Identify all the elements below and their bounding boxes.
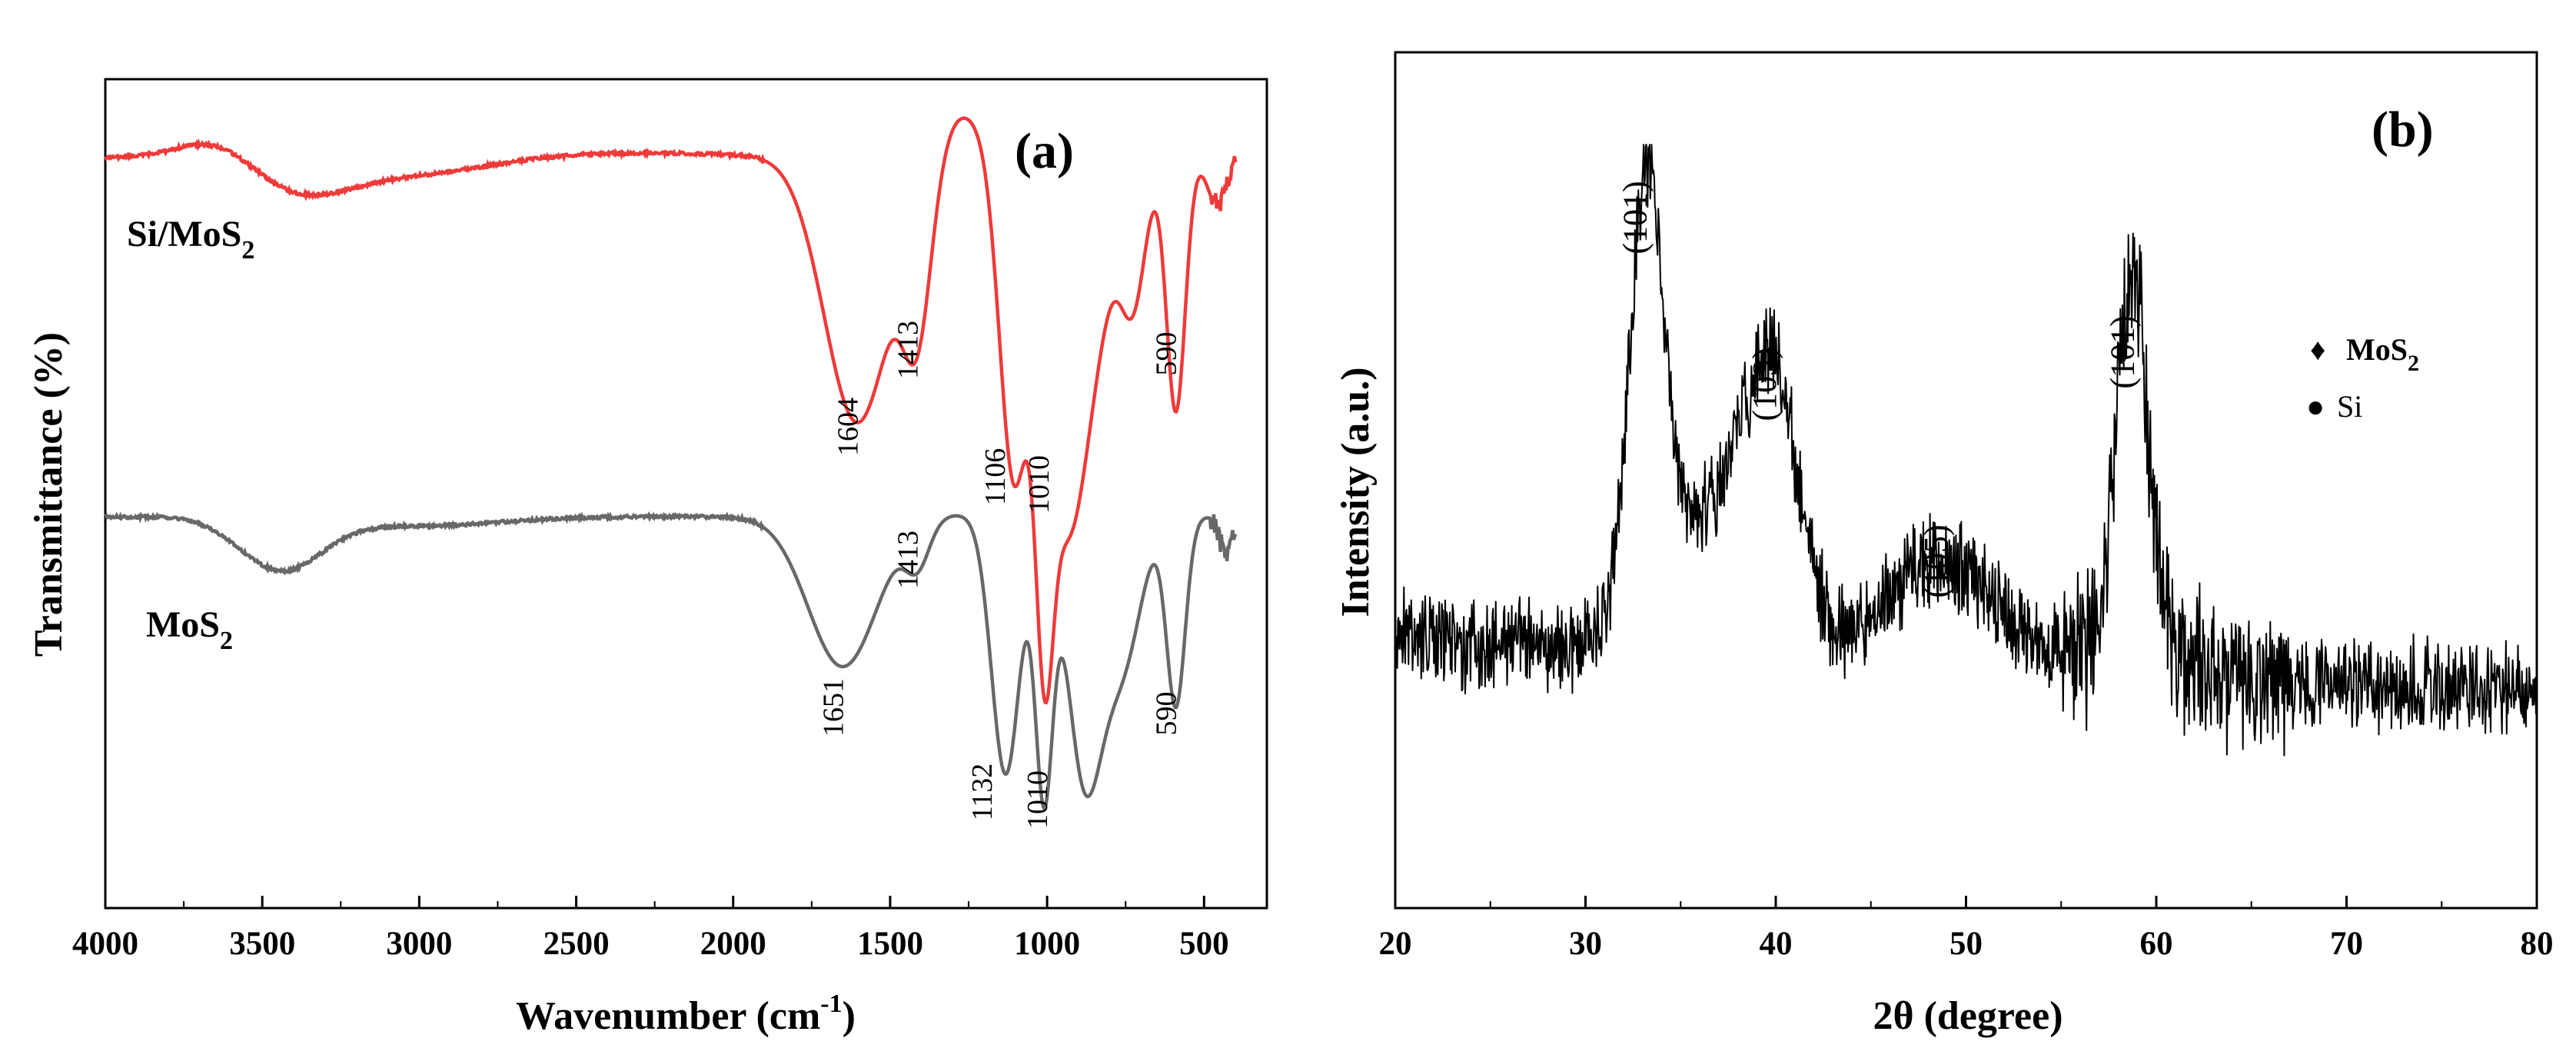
panel-a-series: [104, 116, 1238, 812]
panel-a-x-ticks: 4000 3500 3000 2500 2000 1500 1000 500: [72, 896, 1229, 962]
peak-label: 1106: [979, 448, 1012, 506]
hkl-label: (105): [1917, 524, 1955, 597]
panel-b-x-ticks: 20 30 40 50 60 70 80: [1379, 896, 2554, 962]
series-line-si-mos2: [104, 116, 1238, 705]
series-line-mos2: [104, 511, 1238, 812]
panel-b-x-tick-label: 30: [1569, 926, 1602, 962]
panel-b-label: (b): [2372, 101, 2434, 158]
panel-b-peak-labels: (101) (103) (105) (101): [1617, 181, 2142, 597]
peak-label: 1413: [892, 321, 924, 379]
panel-b-series: [1394, 144, 2538, 757]
peak-label: 1010: [1022, 770, 1054, 829]
circle-marker-icon: ●: [2306, 389, 2325, 424]
peak-label: 1651: [817, 678, 849, 737]
hkl-label: (103): [1746, 348, 1783, 421]
panel-b-x-tick-label: 40: [1760, 926, 1793, 962]
panel-b-x-tick-label: 70: [2330, 926, 2363, 962]
legend-item-si: ● Si: [2306, 389, 2362, 424]
series-label-si-mos2: Si/MoS2: [127, 214, 254, 264]
panel-b-legend: ♦ MoS2 ● Si: [2306, 332, 2419, 424]
hkl-label: (101): [2103, 315, 2141, 388]
panel-a-peak-labels: 1604 1413 1106 1010 590 1651 1413 1132 1010 590: [817, 321, 1182, 829]
panel-b-x-tick-label: 50: [1949, 926, 1983, 962]
panel-a-x-tick-label: 2000: [700, 926, 766, 962]
panel-a-x-tick-label: 2500: [543, 926, 610, 962]
peak-label: 1132: [966, 764, 999, 821]
panel-a-plot-frame: [104, 78, 1268, 910]
panel-a-y-axis-title: Transmittance (%): [27, 332, 71, 657]
peak-label: 590: [1151, 692, 1183, 736]
panel-b-x-axis-title: 2θ (degree): [1873, 994, 2062, 1038]
panel-a-x-tick-label: 1500: [857, 926, 923, 962]
peak-label: 1604: [832, 398, 864, 456]
panel-b: 20 30 40 50 60 70 80 (101)(103)(105)(101) (b) …: [1334, 51, 2554, 1038]
series-line-xrd: [1394, 144, 2538, 757]
panel-a-x-axis-title: Wavenumber (cm-1): [516, 990, 856, 1038]
panel-b-x-tick-label: 60: [2140, 926, 2173, 962]
legend-item-mos2: ♦ MoS2: [2310, 332, 2419, 376]
diamond-marker-icon: ♦: [2310, 332, 2325, 367]
legend-label-si: Si: [2337, 389, 2362, 424]
panel-a: 4000 3500 3000 2500 2000 1500 1000 500 1604 1413…: [27, 78, 1268, 1038]
panel-a-label: (a): [1015, 123, 1074, 179]
series-label-mos2: MoS2: [146, 604, 233, 655]
peak-label: 1413: [892, 531, 924, 589]
panel-b-y-axis-title: Intensity (a.u.): [1334, 367, 1378, 617]
panel-b-x-tick-label: 20: [1379, 926, 1412, 962]
panel-b-x-tick-label: 80: [2521, 926, 2554, 962]
panel-a-x-tick-label: 3500: [229, 926, 295, 962]
peak-label: 590: [1151, 332, 1183, 376]
panel-a-x-tick-label: 4000: [72, 926, 138, 962]
panel-a-x-tick-label: 1000: [1014, 926, 1080, 962]
legend-label-mos2: MoS2: [2346, 332, 2419, 376]
hkl-label: (101): [1617, 181, 1654, 254]
peak-label: 1010: [1023, 455, 1055, 514]
panel-a-x-tick-label: 500: [1179, 926, 1229, 962]
panel-a-x-tick-label: 3000: [386, 926, 452, 962]
